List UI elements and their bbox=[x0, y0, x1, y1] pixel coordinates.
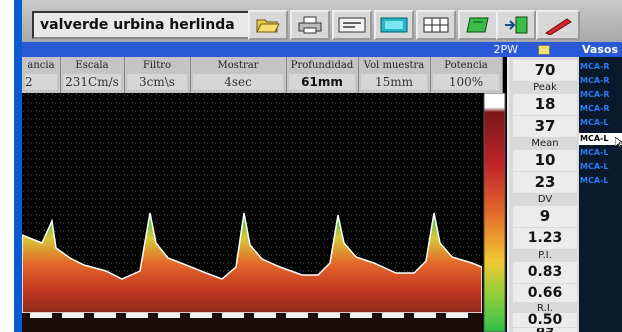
open-folder-icon bbox=[256, 19, 280, 33]
param-value: 3cm\s bbox=[127, 74, 187, 90]
vessels-header: Vasos bbox=[582, 43, 618, 56]
peak-min-value[interactable]: 18 bbox=[513, 94, 577, 115]
vessel-item[interactable]: MCA-L bbox=[580, 162, 609, 171]
param-label: Potencia bbox=[444, 60, 488, 71]
param-value: 231Cm/s bbox=[63, 74, 121, 90]
param-value: 2 bbox=[25, 74, 57, 90]
open-folder-button[interactable] bbox=[248, 10, 288, 40]
mean-label: Mean bbox=[531, 138, 559, 149]
param-label: Filtro bbox=[142, 60, 172, 71]
text-icon bbox=[338, 17, 366, 33]
vessel-item[interactable]: MCA-L bbox=[580, 118, 609, 127]
dv-min-value[interactable]: 9 bbox=[513, 206, 577, 227]
ri-min-value[interactable]: 0.50 bbox=[513, 313, 577, 327]
peak-value[interactable]: 70 bbox=[513, 60, 577, 81]
baseline-dash bbox=[222, 313, 244, 318]
doppler-mode-label: 2PW bbox=[493, 43, 518, 56]
param-label: Mostrar bbox=[217, 60, 259, 71]
ultrasound-screen: valverde urbina herlinda bbox=[22, 0, 622, 332]
baseline-dash bbox=[126, 313, 148, 318]
param-sample-volume[interactable]: Vol muestra 15mm bbox=[358, 57, 431, 93]
vessel-item[interactable]: MCA-R bbox=[580, 62, 610, 71]
baseline-dash bbox=[30, 313, 52, 318]
noise-speckle bbox=[22, 93, 482, 273]
param-label: Vol muestra bbox=[363, 60, 425, 71]
doppler-spectrum[interactable] bbox=[22, 93, 482, 332]
vessel-item[interactable]: MCA-R bbox=[580, 90, 610, 99]
mean-min-value[interactable]: 10 bbox=[513, 150, 577, 171]
baseline-dash bbox=[94, 313, 116, 318]
dv-value[interactable]: 23 bbox=[513, 172, 577, 193]
notebook-icon bbox=[466, 17, 489, 33]
baseline-dash bbox=[158, 313, 180, 318]
param-depth[interactable]: Profundidad 61mm bbox=[286, 57, 359, 93]
param-value: 15mm bbox=[361, 74, 427, 90]
table-button[interactable] bbox=[416, 10, 456, 40]
notebook-button[interactable] bbox=[458, 10, 498, 40]
parameter-row: ancia 2 Escala 231Cm/s Filtro 3cm\s Most… bbox=[22, 57, 503, 93]
status-indicator bbox=[538, 45, 550, 55]
ri-label: R.I. bbox=[537, 303, 553, 314]
pi-label: P.I. bbox=[538, 250, 552, 261]
monitor-icon bbox=[380, 17, 408, 33]
param-label: ancia bbox=[27, 60, 55, 71]
print-button[interactable] bbox=[290, 10, 330, 40]
ri-value[interactable]: 0.66 bbox=[513, 284, 577, 302]
next-value: 89 bbox=[513, 328, 577, 332]
baseline-dash bbox=[446, 313, 468, 318]
monitor-button[interactable] bbox=[374, 10, 414, 40]
vessel-item-selected[interactable]: MCA-L bbox=[579, 133, 622, 145]
patient-name-field[interactable]: valverde urbina herlinda bbox=[32, 11, 252, 39]
window-border bbox=[14, 0, 22, 332]
table-icon bbox=[423, 17, 449, 33]
param-value: 4sec bbox=[193, 74, 283, 90]
title-bar bbox=[22, 42, 622, 57]
param-scale[interactable]: Escala 231Cm/s bbox=[60, 57, 125, 93]
vessel-list: MCA-R MCA-R MCA-R MCA-R MCA-L MCA-L MCA-… bbox=[579, 57, 622, 332]
baseline-dash bbox=[318, 313, 340, 318]
print-icon bbox=[298, 16, 322, 34]
param-gain[interactable]: ancia 2 bbox=[22, 57, 61, 93]
pi-min-value[interactable]: 0.83 bbox=[513, 262, 577, 283]
baseline-region bbox=[22, 313, 482, 332]
draw-button[interactable] bbox=[536, 10, 580, 40]
baseline-dash bbox=[382, 313, 404, 318]
mean-value[interactable]: 37 bbox=[513, 116, 577, 137]
toolbar: valverde urbina herlinda bbox=[22, 0, 622, 42]
baseline-dash bbox=[350, 313, 372, 318]
baseline-dash bbox=[254, 313, 276, 318]
vessel-item[interactable]: MCA-R bbox=[580, 104, 610, 113]
baseline-dash bbox=[414, 313, 436, 318]
vessel-item[interactable]: MCA-L bbox=[580, 176, 609, 185]
param-value: 61mm bbox=[289, 74, 355, 90]
param-label: Escala bbox=[75, 60, 109, 71]
baseline-dash bbox=[62, 313, 84, 318]
param-filter[interactable]: Filtro 3cm\s bbox=[124, 57, 191, 93]
param-label: Profundidad bbox=[290, 60, 354, 71]
param-display[interactable]: Mostrar 4sec bbox=[190, 57, 287, 93]
exit-icon bbox=[505, 16, 528, 34]
vessel-item[interactable]: MCA-L bbox=[580, 148, 609, 157]
pen-icon bbox=[545, 18, 572, 35]
velocity-color-bar bbox=[483, 93, 506, 332]
peak-label: Peak bbox=[533, 82, 557, 93]
measurements-panel: 70 Peak 18 37 Mean 10 23 DV 9 1.23 P.I. … bbox=[507, 57, 583, 332]
dv-label: DV bbox=[537, 194, 553, 205]
text-button[interactable] bbox=[332, 10, 372, 40]
baseline-dash bbox=[190, 313, 212, 318]
mouse-cursor-icon bbox=[615, 137, 622, 149]
vessel-item[interactable]: MCA-R bbox=[580, 76, 610, 85]
waveform bbox=[22, 212, 482, 314]
exit-button[interactable] bbox=[496, 10, 536, 40]
param-value: 100% bbox=[433, 74, 499, 90]
param-power[interactable]: Potencia 100% bbox=[430, 57, 503, 93]
pi-value[interactable]: 1.23 bbox=[513, 228, 577, 249]
baseline-dash bbox=[286, 313, 308, 318]
